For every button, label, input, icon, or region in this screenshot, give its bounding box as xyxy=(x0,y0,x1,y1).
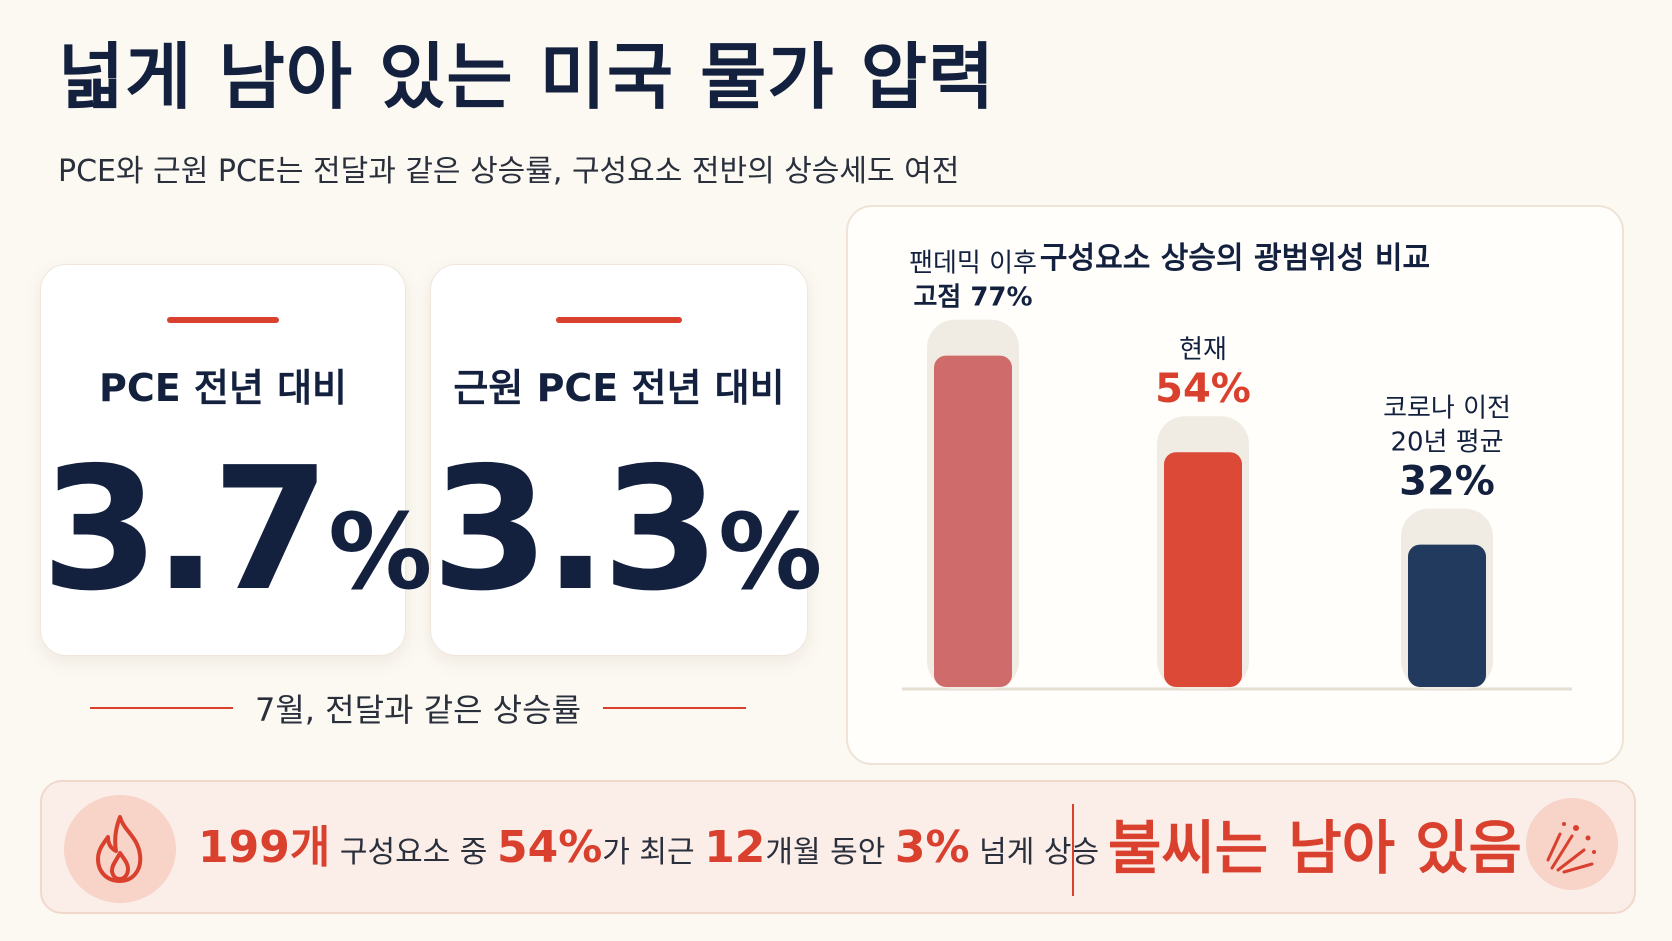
growth-threshold: 3% xyxy=(894,822,970,873)
month-note-line-left xyxy=(90,707,233,709)
pce-card: PCE 전년 대비 3.7% xyxy=(40,264,432,656)
core-pce-card-accent xyxy=(556,317,682,323)
footer-divider xyxy=(1072,804,1074,896)
months-count: 12 xyxy=(704,822,766,873)
bar-value-label-1: 54% xyxy=(1155,366,1251,412)
bar-label-0-line-0: 팬데믹 이후 xyxy=(909,249,1037,279)
pce-value-number: 3.7 xyxy=(41,431,330,629)
page-subtitle: PCE와 근원 PCE는 전달과 같은 상승률, 구성요소 전반의 상승세도 여… xyxy=(58,154,960,189)
bar-label-2-line-0: 코로나 이전 xyxy=(1383,394,1511,424)
pce-value-unit: % xyxy=(328,491,433,613)
month-note-line-right xyxy=(603,707,747,709)
core-pce-card-label: 근원 PCE 전년 대비 xyxy=(453,366,785,410)
footer-statement: 199개 구성요소 중 54%가 최근 12개월 동안 3% 넘게 상승 xyxy=(198,818,1099,878)
month-note-text: 7월, 전달과 같은 상승률 xyxy=(255,691,582,729)
spark-icon xyxy=(1546,822,1596,874)
conclusion-text: 불씨는 남아 있음 xyxy=(1108,814,1522,882)
core-pce-card: 근원 PCE 전년 대비 3.3% xyxy=(430,264,822,656)
chart-title: 구성요소 상승의 광범위성 비교 xyxy=(1039,241,1431,276)
bar-0 xyxy=(934,355,1012,687)
pce-card-accent xyxy=(167,317,279,323)
pce-card-value: 3.7% xyxy=(41,445,432,615)
component-count: 199개 xyxy=(198,822,331,873)
spark-icon-circle xyxy=(1526,798,1618,890)
bar-2 xyxy=(1408,544,1486,687)
bar-label-2-line-1: 20년 평균 xyxy=(1390,428,1503,458)
footer-text-2: 가 최근 xyxy=(602,835,695,870)
bar-label-1-line-0: 현재 xyxy=(1179,335,1227,365)
footer-text-1: 구성요소 중 xyxy=(339,835,488,870)
bar-value-label-2: 32% xyxy=(1399,459,1495,505)
page-title: 넓게 남아 있는 미국 물가 압력 xyxy=(58,35,996,119)
core-pce-value-unit: % xyxy=(718,491,823,613)
fire-icon-circle xyxy=(64,795,176,903)
fire-icon xyxy=(96,815,143,883)
bar-label-0-line-1: 고점 77% xyxy=(913,283,1032,313)
footer-banner: 199개 구성요소 중 54%가 최근 12개월 동안 3% 넘게 상승 불씨는… xyxy=(40,780,1636,914)
footer-text-3: 개월 동안 xyxy=(765,835,886,870)
core-pce-card-value: 3.3% xyxy=(431,445,822,615)
bar-1 xyxy=(1164,452,1242,687)
pce-card-label: PCE 전년 대비 xyxy=(99,366,347,410)
month-note: 7월, 전달과 같은 상승률 xyxy=(90,686,747,730)
core-pce-value-number: 3.3 xyxy=(431,431,720,629)
component-share: 54% xyxy=(496,822,603,873)
footer-text-4: 넘게 상승 xyxy=(979,835,1100,870)
